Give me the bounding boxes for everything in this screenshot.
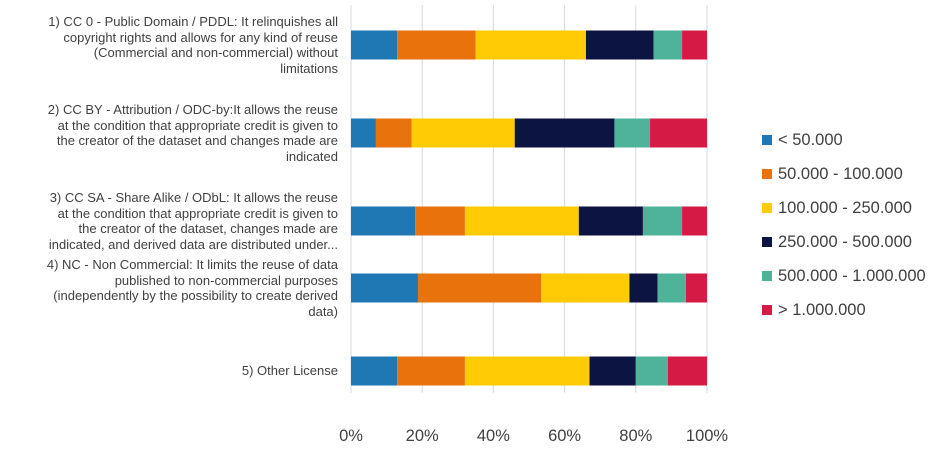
legend-label: 500.000 - 1.000.000 [778,266,926,285]
category-label-line: 4) NC - Non Commercial: It limits the re… [46,257,338,272]
category-label-line: at the condition that appropriate credit… [57,205,338,221]
bar-segment [541,273,630,303]
legend-item: > 1.000.000 [762,293,926,327]
legend-item: 50.000 - 100.000 [762,157,926,191]
bar-segment [653,30,683,60]
x-tick-label: 40% [477,427,510,445]
bar-segment [464,356,590,386]
bar-segment [585,30,654,60]
category-label-line: 3) CC SA - Share Alike / ODbL: It allows… [49,190,338,205]
category-label-line: at the condition that appropriate credit… [57,117,338,133]
category-label-line: copyright rights and allows for any kind… [63,29,338,45]
category-label-line: (independently by the possibility to cre… [53,288,338,303]
category-label-line: the creator of the dataset, changes made… [78,221,338,236]
category-label-line: data) [308,303,338,319]
bars [351,30,707,386]
bar-segment [589,356,636,386]
legend: < 50.000 50.000 - 100.000 100.000 - 250.00… [762,123,926,327]
bar-segment [578,206,643,236]
x-tick-label: 80% [619,427,652,445]
legend-swatch [762,237,772,247]
bar-segment [629,273,658,303]
x-axis-ticks: 0% 20% 40% 60% 80% 100% [339,427,728,445]
legend-swatch [762,169,772,179]
category-label-line: (Commercial and non-commercial) without [93,45,338,60]
x-tick-label: 60% [548,427,581,445]
x-tick-label: 20% [406,427,439,445]
x-tick-label: 0% [339,427,363,445]
bar-segment [682,30,707,60]
bar-segment [351,118,376,148]
category-label-line: indicated, and derived data are distribu… [48,236,338,252]
x-tick-label: 100% [686,427,729,445]
legend-swatch [762,135,772,145]
bar-segment [415,206,465,236]
bar-segment [397,356,465,386]
bar-segment [685,273,707,303]
category-label: 4) NC - Non Commercial: It limits the re… [0,257,338,319]
legend-swatch [762,271,772,281]
bar-segment [475,30,586,60]
legend-label: 100.000 - 250.000 [778,198,912,217]
bar-segment [514,118,615,148]
bar-segment [351,206,416,236]
category-label-line: indicated [285,148,338,164]
category-label: 1) CC 0 - Public Domain / PDDL: It relin… [0,14,338,76]
bar-segment [642,206,683,236]
category-label: 2) CC BY - Attribution / ODC-by:It allow… [0,102,338,164]
category-label-line: 2) CC BY - Attribution / ODC-by:It allow… [47,102,338,117]
legend-label: 250.000 - 500.000 [778,232,912,251]
bar-segment [464,206,579,236]
category-label: 3) CC SA - Share Alike / ODbL: It allows… [0,190,338,252]
category-label-line: 1) CC 0 - Public Domain / PDDL: It relin… [48,14,338,29]
bar-segment [614,118,651,148]
bar-segment [667,356,707,386]
bar-segment [657,273,686,303]
legend-item: < 50.000 [762,123,926,157]
legend-swatch [762,203,772,213]
category-label-line: 5) Other License [241,363,338,379]
bar-segment [351,30,398,60]
category-label-line: the creator of the dataset and changes m… [56,133,338,148]
bar-segment [417,273,542,303]
category-label-line: published to non-commercial purposes [114,272,338,288]
bar-segment [351,273,418,303]
legend-label: 50.000 - 100.000 [778,164,903,183]
bar-segment [375,118,412,148]
legend-swatch [762,305,772,315]
bar-segment [411,118,515,148]
legend-label: > 1.000.000 [778,300,866,319]
bar-segment [650,118,707,148]
legend-item: 500.000 - 1.000.000 [762,259,926,293]
bar-segment [351,356,398,386]
category-label: 5) Other License [0,363,338,379]
legend-item: 250.000 - 500.000 [762,225,926,259]
category-label-line: limitations [280,60,338,76]
legend-item: 100.000 - 250.000 [762,191,926,225]
legend-label: < 50.000 [778,130,843,149]
bar-segment [397,30,476,60]
gridlines [350,5,708,393]
bar-segment [635,356,668,386]
bar-segment [682,206,707,236]
